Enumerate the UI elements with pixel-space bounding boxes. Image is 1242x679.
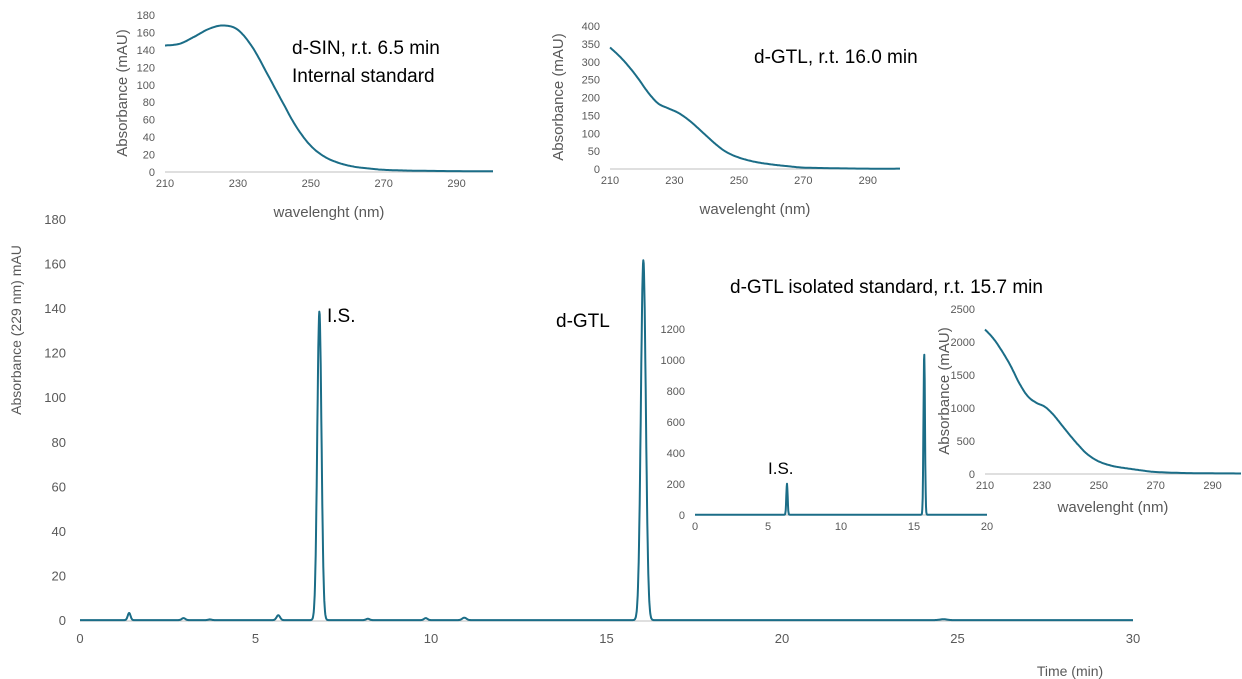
y-tick-label: 20	[52, 568, 66, 583]
x-tick-label: 290	[447, 178, 465, 190]
y-tick-label: 1200	[661, 324, 685, 336]
y-tick-label: 140	[44, 301, 66, 316]
series-line	[609, 46, 900, 170]
y-tick-label: 80	[143, 97, 155, 109]
x-tick-label: 20	[775, 631, 789, 646]
x-tick-label: 30	[1126, 631, 1140, 646]
y-tick-label: 250	[582, 75, 600, 87]
y-tick-label: 160	[44, 257, 66, 272]
series-line	[984, 328, 1241, 475]
y-tick-label: 500	[957, 436, 975, 448]
x-tick-label: 25	[950, 631, 964, 646]
y-tick-label: 400	[667, 448, 685, 460]
chart-main: 0 5 10 15 20 25 30020406080100120140160180Time…	[8, 212, 1140, 679]
y-tick-label: 1000	[661, 355, 685, 367]
x-tick-label: 250	[730, 175, 748, 187]
x-tick-label: 230	[665, 175, 683, 187]
main-is-label: I.S.	[327, 306, 356, 327]
x-tick-label: 210	[976, 480, 994, 492]
x-tick-label: 250	[302, 178, 320, 190]
y-tick-label: 200	[667, 479, 685, 491]
y-tick-label: 100	[44, 390, 66, 405]
x-axis-title: wavelenght (nm)	[273, 204, 385, 221]
y-tick-label: 40	[143, 132, 155, 144]
y-tick-label: 600	[667, 417, 685, 429]
y-axis-title: Absorbance (mAU)	[936, 327, 953, 455]
x-tick-label: 210	[156, 178, 174, 190]
y-tick-label: 300	[582, 57, 600, 69]
x-tick-label: 230	[1033, 480, 1051, 492]
chart-isolated_spectrum: 210 230 250 270 290 0 500 1000 1500 2000 2500 wavel…	[936, 304, 1241, 516]
y-tick-label: 0	[969, 469, 975, 481]
chart-gtl_spectrum: 210 230 250 270 290 0 50 100 150 200 250 300 350 400 w…	[550, 21, 900, 218]
y-tick-label: 180	[137, 10, 155, 22]
x-tick-label: 0	[76, 631, 83, 646]
y-tick-label: 0	[594, 164, 600, 176]
y-axis-title: Absorbance (mAU)	[550, 33, 567, 161]
y-tick-label: 0	[149, 167, 155, 179]
x-tick-label: 5	[252, 631, 259, 646]
y-tick-label: 120	[137, 62, 155, 74]
x-axis-title: wavelenght (nm)	[699, 201, 811, 218]
isolated-standard-title: d-GTL isolated standard, r.t. 15.7 min	[730, 277, 1043, 298]
x-tick-label: 270	[1146, 480, 1164, 492]
y-axis-title: Absorbance (mAU)	[114, 29, 131, 157]
x-axis-title: Time (min)	[1037, 663, 1103, 679]
series-line	[79, 259, 1134, 622]
x-tick-label: 250	[1090, 480, 1108, 492]
x-tick-label: 15	[908, 521, 920, 533]
x-tick-label: 0	[692, 521, 698, 533]
sin-spectrum-title: d-SIN, r.t. 6.5 min	[292, 38, 440, 59]
main-dgtl-label: d-GTL	[556, 311, 610, 332]
y-tick-label: 160	[137, 27, 155, 39]
y-tick-label: 80	[52, 435, 66, 450]
gtl-spectrum-title: d-GTL, r.t. 16.0 min	[754, 47, 918, 68]
x-tick-label: 15	[599, 631, 613, 646]
y-tick-label: 180	[44, 212, 66, 227]
y-tick-label: 120	[44, 346, 66, 361]
x-tick-label: 5	[765, 521, 771, 533]
y-tick-label: 400	[582, 21, 600, 33]
y-tick-label: 60	[52, 479, 66, 494]
y-tick-label: 20	[143, 150, 155, 162]
y-axis-title: Absorbance (229 nm) mAU	[8, 245, 24, 415]
y-tick-label: 200	[582, 93, 600, 105]
y-tick-label: 2000	[951, 337, 975, 349]
x-tick-label: 20	[981, 521, 993, 533]
series-line	[694, 353, 988, 516]
y-tick-label: 60	[143, 115, 155, 127]
y-tick-label: 350	[582, 39, 600, 51]
inset-is-label: I.S.	[768, 459, 794, 478]
x-tick-label: 210	[601, 175, 619, 187]
x-tick-label: 290	[859, 175, 877, 187]
x-tick-label: 270	[374, 178, 392, 190]
y-tick-label: 140	[137, 45, 155, 57]
x-tick-label: 10	[835, 521, 847, 533]
series-line	[164, 24, 493, 173]
y-tick-label: 1000	[951, 403, 975, 415]
y-tick-label: 50	[588, 146, 600, 158]
y-tick-label: 2500	[951, 304, 975, 316]
y-tick-label: 800	[667, 386, 685, 398]
y-tick-label: 40	[52, 524, 66, 539]
y-tick-label: 100	[137, 80, 155, 92]
y-tick-label: 0	[59, 613, 66, 628]
x-tick-label: 10	[424, 631, 438, 646]
y-tick-label: 0	[679, 510, 685, 522]
x-tick-label: 290	[1203, 480, 1221, 492]
y-tick-label: 1500	[951, 370, 975, 382]
sin-spectrum-subtitle: Internal standard	[292, 66, 435, 87]
x-tick-label: 230	[229, 178, 247, 190]
y-tick-label: 150	[582, 110, 600, 122]
x-tick-label: 270	[794, 175, 812, 187]
chart-sin_spectrum: 210 230 250 270 290 0 20 40 60 80 100 120 140 160 180 w…	[114, 10, 493, 221]
x-axis-title: wavelenght (nm)	[1057, 499, 1169, 516]
y-tick-label: 100	[582, 128, 600, 140]
